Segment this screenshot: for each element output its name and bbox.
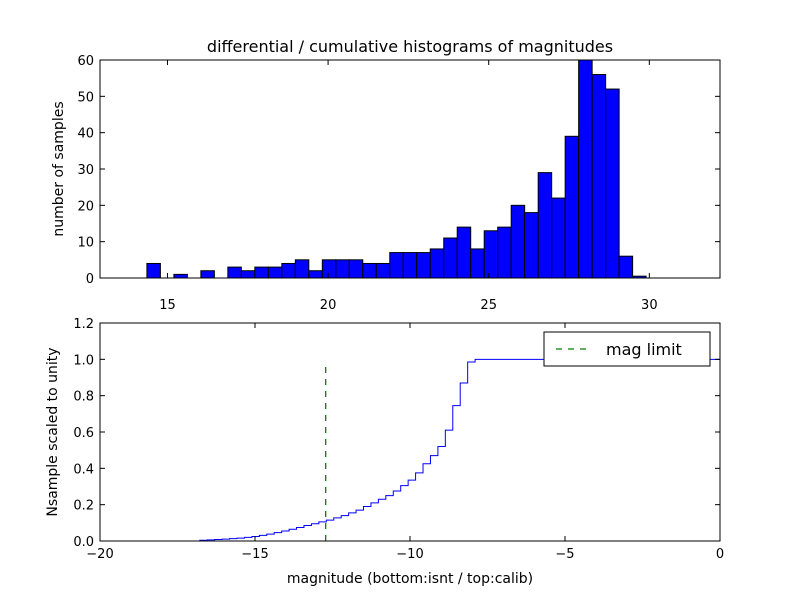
histogram-bar — [443, 237, 458, 279]
top-x-tick-label: 20 — [320, 298, 337, 313]
bottom-y-tick-label: 0.6 — [73, 426, 94, 441]
histogram-bar — [416, 252, 431, 279]
histogram-bar — [348, 259, 364, 279]
top-y-tick-label: 20 — [77, 199, 94, 214]
bottom-y-tick-label: 0.8 — [73, 390, 94, 405]
bottom-y-tick-label: 0.0 — [73, 535, 94, 550]
histogram-bar — [456, 226, 472, 279]
top-bars — [146, 59, 647, 279]
cumulative-step-line — [100, 358, 721, 542]
bottom-x-tick-label: 0 — [716, 547, 724, 562]
top-axes-frame — [99, 59, 721, 279]
bottom-y-tick-label: 1.0 — [73, 353, 94, 368]
histogram-bar — [335, 259, 350, 279]
bottom-axes-frame — [99, 322, 721, 542]
bottom-y-axis-label: Nsample scaled to unity — [45, 347, 61, 516]
histogram-bar — [551, 197, 566, 279]
histogram-bar — [227, 266, 242, 279]
bottom-y-tick-label: 0.2 — [73, 499, 94, 514]
histogram-bar — [497, 226, 512, 279]
histogram-bar — [524, 212, 539, 279]
histogram-bar — [308, 270, 323, 279]
top-y-tick-label: 10 — [77, 236, 94, 251]
top-y-tick-label: 60 — [77, 54, 94, 69]
bottom-panel: −20 −15 −10 −5 0 0.0 0.2 0.4 0.6 0.8 1.0 1.2 Nsampl… — [45, 317, 724, 587]
bottom-lines — [100, 358, 721, 542]
histogram-bar — [591, 74, 607, 279]
histogram-bar — [618, 255, 634, 279]
histogram-bar — [429, 248, 445, 279]
histogram-bar — [537, 172, 553, 279]
histogram-bar — [267, 266, 283, 279]
histogram-bar — [173, 273, 188, 279]
bottom-x-tick-label: −5 — [555, 547, 574, 562]
top-y-tick-label: 50 — [77, 90, 94, 105]
histogram-bar — [321, 259, 337, 279]
histogram-bar — [510, 204, 526, 279]
histogram-bar — [483, 230, 499, 279]
top-ticks: 15 20 25 30 0 10 20 30 40 50 60 — [77, 54, 720, 313]
top-y-tick-label: 40 — [77, 127, 94, 142]
histogram-bar — [200, 270, 215, 279]
histogram-bar — [375, 262, 391, 279]
histogram-bar — [281, 262, 296, 279]
histogram-bar — [146, 262, 161, 279]
bottom-y-tick-label: 1.2 — [73, 317, 94, 332]
top-x-tick-label: 15 — [159, 298, 176, 313]
legend-mag-limit-label: mag limit — [606, 340, 682, 359]
legend: mag limit — [543, 331, 711, 367]
bottom-x-tick-label: −10 — [396, 547, 423, 562]
histogram-bar — [254, 266, 269, 279]
histogram-bar — [240, 270, 256, 279]
top-x-tick-label: 25 — [480, 298, 497, 313]
bottom-x-axis-label: magnitude (bottom:isnt / top:calib) — [287, 571, 533, 587]
top-y-tick-label: 30 — [77, 163, 94, 178]
histogram-bar — [294, 259, 310, 279]
histogram-bar — [564, 135, 580, 279]
histogram-bar — [402, 252, 418, 279]
top-y-tick-label: 0 — [86, 272, 94, 287]
bottom-x-tick-label: −15 — [241, 547, 268, 562]
top-y-axis-label: number of samples — [51, 101, 67, 236]
bottom-x-tick-label: −20 — [86, 547, 113, 562]
top-x-tick-label: 30 — [641, 298, 658, 313]
bottom-y-tick-label: 0.4 — [73, 462, 94, 477]
histogram-bar — [470, 248, 485, 279]
histogram-bar — [578, 59, 593, 279]
top-panel: differential / cumulative histograms of … — [51, 37, 721, 313]
histogram-bar — [362, 262, 377, 279]
histogram-bar — [605, 88, 620, 279]
top-chart-title: differential / cumulative histograms of … — [207, 37, 613, 56]
histogram-bar — [389, 252, 404, 279]
